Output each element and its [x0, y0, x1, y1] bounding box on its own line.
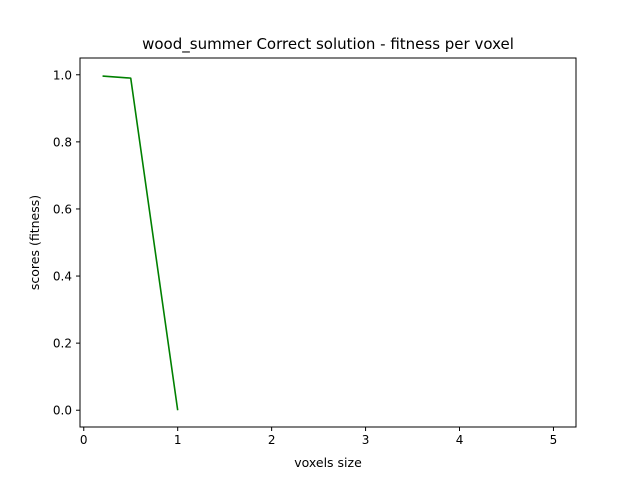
y-tick-label: 0.4 [53, 270, 72, 284]
y-tick-label: 1.0 [53, 68, 72, 82]
x-tick-label: 0 [80, 433, 88, 447]
x-tick-label: 5 [550, 433, 558, 447]
y-tick-label: 0.8 [53, 135, 72, 149]
x-axis: 0 1 2 3 4 5 [80, 427, 557, 447]
x-axis-label: voxels size [294, 455, 362, 470]
x-tick-label: 1 [174, 433, 182, 447]
series-line [102, 75, 179, 411]
y-axis: 0.0 0.2 0.4 0.6 0.8 1.0 [53, 68, 80, 418]
y-axis-label: scores (fitness) [27, 195, 42, 290]
x-tick-label: 3 [362, 433, 370, 447]
y-tick-label: 0.6 [53, 202, 72, 216]
chart-title: wood_summer Correct solution - fitness p… [142, 35, 514, 54]
x-tick-label: 2 [268, 433, 276, 447]
plot-area [102, 75, 179, 411]
x-tick-label: 4 [456, 433, 464, 447]
y-tick-label: 0.2 [53, 337, 72, 351]
axes-frame [79, 57, 577, 428]
y-tick-label: 0.0 [53, 404, 72, 418]
